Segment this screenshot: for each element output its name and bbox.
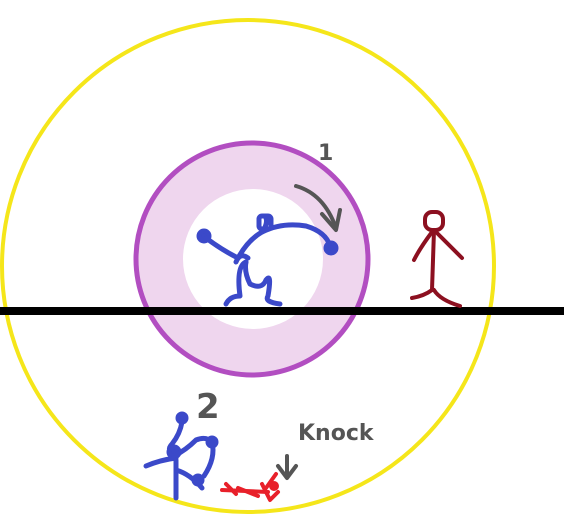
curved-arrow-icon xyxy=(294,184,342,232)
step-two-label: 2 xyxy=(196,387,220,427)
down-arrow-icon xyxy=(276,454,298,480)
blue-figure-center xyxy=(196,213,339,307)
step-one-label: 1 xyxy=(318,141,333,166)
dark-red-figure xyxy=(410,210,464,308)
outer-ring xyxy=(0,18,496,514)
knock-label: Knock xyxy=(298,421,375,446)
blue-figure-bottom xyxy=(143,411,219,501)
red-figure-knocked xyxy=(220,472,280,502)
